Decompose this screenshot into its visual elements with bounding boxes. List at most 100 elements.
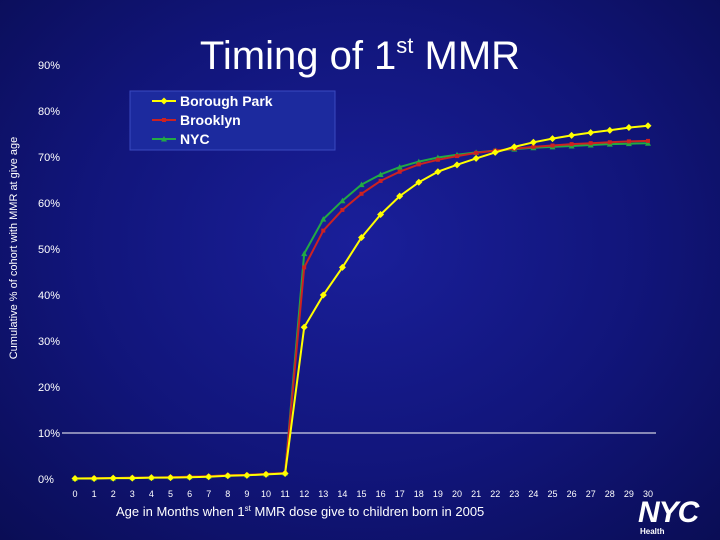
- data-point-brooklyn: [416, 162, 421, 167]
- x-tick-label: 30: [643, 489, 653, 499]
- chart-title-sup: st: [396, 33, 414, 58]
- logo-mark: NYC: [638, 496, 699, 529]
- data-point-borough-park: [224, 472, 232, 480]
- data-point-borough-park: [415, 178, 423, 186]
- x-axis-label: Age in Months when 1st MMR dose give to …: [116, 504, 484, 519]
- data-point-brooklyn: [359, 191, 364, 196]
- data-point-brooklyn: [646, 138, 650, 143]
- x-tick-label: 27: [586, 489, 596, 499]
- data-point-borough-park: [205, 473, 213, 481]
- data-point-brooklyn: [435, 157, 440, 162]
- data-point-borough-park: [358, 234, 365, 241]
- data-point-brooklyn: [569, 142, 574, 147]
- legend-marker-brooklyn: [162, 118, 166, 122]
- data-point-brooklyn: [397, 169, 402, 174]
- x-axis-ticks: 0 1 2 3 4 5 6 7 8 9 10 11 12 13 14 15 16 17 18 19 20 21 22 23 24…: [72, 489, 653, 499]
- logo-sub: Health: [640, 527, 665, 536]
- data-point-nyc: [358, 181, 365, 188]
- series-nyc: [72, 140, 651, 482]
- data-point-borough-park: [472, 154, 480, 162]
- x-tick-label: 13: [318, 489, 328, 499]
- y-tick-label: 30%: [38, 336, 60, 348]
- data-point-borough-park: [167, 474, 174, 482]
- x-tick-label: 5: [168, 489, 173, 499]
- x-tick-label: 21: [471, 489, 481, 499]
- data-point-nyc: [339, 197, 346, 204]
- x-axis-label-sup: st: [244, 504, 251, 513]
- data-point-brooklyn: [474, 150, 479, 155]
- data-point-nyc: [396, 164, 403, 170]
- x-tick-label: 19: [433, 489, 443, 499]
- data-point-brooklyn: [378, 178, 383, 183]
- data-point-nyc: [625, 140, 632, 147]
- data-point-borough-park: [510, 143, 518, 151]
- data-point-borough-park: [434, 168, 442, 176]
- x-tick-label: 28: [605, 489, 615, 499]
- y-axis-label: Cumulative % of cohort with MMR at give …: [8, 136, 20, 360]
- data-point-borough-park: [90, 475, 98, 483]
- data-point-brooklyn: [607, 140, 612, 145]
- x-tick-label: 11: [280, 489, 289, 499]
- x-tick-label: 18: [414, 489, 424, 499]
- data-point-borough-park: [128, 474, 136, 482]
- x-tick-label: 20: [452, 489, 462, 499]
- y-tick-label: 70%: [38, 152, 60, 164]
- data-point-brooklyn: [321, 228, 326, 233]
- y-tick-label: 40%: [38, 290, 60, 302]
- y-tick-label: 90%: [38, 60, 60, 72]
- data-point-borough-park: [529, 138, 537, 146]
- data-point-nyc: [320, 216, 327, 222]
- data-point-borough-park: [549, 135, 556, 143]
- x-tick-label: 3: [130, 489, 135, 499]
- data-point-brooklyn: [302, 265, 307, 270]
- data-point-borough-park: [262, 470, 270, 478]
- x-tick-label: 1: [92, 489, 97, 499]
- data-point-brooklyn: [531, 144, 536, 149]
- x-tick-label: 9: [244, 489, 249, 499]
- series-brooklyn: [73, 138, 650, 481]
- x-tick-label: 15: [356, 489, 366, 499]
- x-tick-label: 4: [149, 489, 154, 499]
- y-tick-label: 0%: [38, 474, 54, 486]
- x-tick-label: 14: [337, 489, 347, 499]
- x-tick-label: 6: [187, 489, 192, 499]
- x-tick-label: 12: [299, 489, 309, 499]
- x-tick-label: 8: [225, 489, 230, 499]
- data-point-borough-park: [377, 211, 385, 218]
- x-axis-label-pre: Age in Months when 1: [116, 504, 245, 519]
- data-point-borough-park: [625, 124, 633, 132]
- legend-label-borough-park: Borough Park: [180, 93, 273, 109]
- x-tick-label: 23: [509, 489, 519, 499]
- data-point-borough-park: [319, 291, 327, 299]
- chart-title-rest: MMR: [413, 34, 521, 78]
- y-tick-label: 60%: [38, 198, 60, 210]
- x-tick-label: 10: [261, 489, 271, 499]
- data-point-borough-park: [71, 475, 79, 483]
- x-tick-label: 16: [376, 489, 386, 499]
- chart-title-main: Timing of 1: [199, 34, 397, 78]
- data-point-borough-park: [396, 192, 404, 200]
- x-tick-label: 29: [624, 489, 634, 499]
- data-point-brooklyn: [340, 207, 345, 212]
- y-tick-label: 20%: [38, 382, 60, 394]
- data-point-brooklyn: [455, 154, 459, 159]
- x-axis-label-post: MMR dose give to children born in 2005: [250, 504, 485, 519]
- x-tick-label: 22: [490, 489, 500, 499]
- data-point-borough-park: [606, 126, 614, 134]
- x-tick-label: 26: [567, 489, 577, 499]
- data-point-borough-park: [491, 148, 499, 156]
- data-point-brooklyn: [550, 143, 555, 148]
- legend-marker-borough-park: [160, 97, 168, 105]
- data-point-borough-park: [109, 474, 117, 482]
- data-point-borough-park: [300, 323, 308, 331]
- y-tick-label: 10%: [38, 428, 60, 440]
- data-point-brooklyn: [588, 141, 593, 146]
- data-point-borough-park: [281, 469, 289, 477]
- series-line-brooklyn: [74, 139, 649, 480]
- y-tick-label: 50%: [38, 244, 60, 256]
- chart-title: Timing of 1st MMR: [150, 22, 570, 80]
- data-point-borough-park: [186, 473, 194, 481]
- series-layer: [71, 122, 652, 483]
- nyc-health-logo: NYC Health: [638, 498, 716, 538]
